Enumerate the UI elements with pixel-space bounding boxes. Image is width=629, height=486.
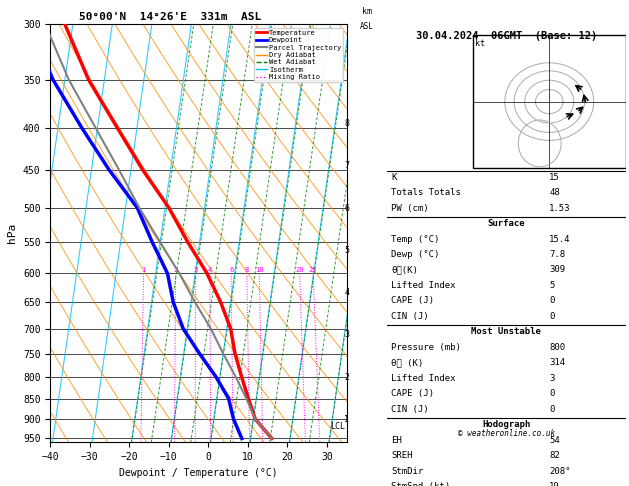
Text: 10: 10 xyxy=(255,267,264,273)
Text: 208°: 208° xyxy=(549,467,571,475)
Text: 48: 48 xyxy=(549,188,560,197)
X-axis label: Dewpoint / Temperature (°C): Dewpoint / Temperature (°C) xyxy=(119,468,278,478)
Text: CIN (J): CIN (J) xyxy=(391,312,429,321)
Text: CAPE (J): CAPE (J) xyxy=(391,296,434,305)
Y-axis label: hPa: hPa xyxy=(8,223,18,243)
Text: km: km xyxy=(362,7,372,16)
Text: 25: 25 xyxy=(309,267,318,273)
Text: 2: 2 xyxy=(174,267,177,273)
Text: Totals Totals: Totals Totals xyxy=(391,188,461,197)
Text: PW (cm): PW (cm) xyxy=(391,204,429,212)
Text: K: K xyxy=(391,173,397,182)
Text: 800: 800 xyxy=(549,343,565,352)
Text: Most Unstable: Most Unstable xyxy=(471,328,541,336)
Text: θᴇ(K): θᴇ(K) xyxy=(391,265,418,275)
Text: 5: 5 xyxy=(344,246,349,255)
Text: EH: EH xyxy=(391,435,402,445)
Text: LCL: LCL xyxy=(330,422,345,432)
Text: 30.04.2024  06GMT  (Base: 12): 30.04.2024 06GMT (Base: 12) xyxy=(416,31,597,40)
Text: 50°00'N  14°26'E  331m  ASL: 50°00'N 14°26'E 331m ASL xyxy=(79,12,261,22)
Text: 3: 3 xyxy=(549,374,555,382)
Text: 6: 6 xyxy=(344,204,349,212)
Text: 314: 314 xyxy=(549,358,565,367)
Text: 6: 6 xyxy=(229,267,233,273)
Text: 2: 2 xyxy=(344,373,349,382)
Text: © weatheronline.co.uk: © weatheronline.co.uk xyxy=(458,429,555,438)
Text: StmDir: StmDir xyxy=(391,467,423,475)
Text: 1: 1 xyxy=(142,267,146,273)
Text: 3: 3 xyxy=(193,267,198,273)
Text: 0: 0 xyxy=(549,405,555,414)
Text: kt: kt xyxy=(475,39,485,48)
Text: CIN (J): CIN (J) xyxy=(391,405,429,414)
Text: 1: 1 xyxy=(344,415,349,424)
Text: 5: 5 xyxy=(549,281,555,290)
Text: 0: 0 xyxy=(549,312,555,321)
Text: ASL: ASL xyxy=(360,21,374,31)
Text: θᴇ (K): θᴇ (K) xyxy=(391,358,423,367)
Text: 0: 0 xyxy=(549,389,555,398)
Text: Pressure (mb): Pressure (mb) xyxy=(391,343,461,352)
Legend: Temperature, Dewpoint, Parcel Trajectory, Dry Adiabat, Wet Adiabat, Isotherm, Mi: Temperature, Dewpoint, Parcel Trajectory… xyxy=(254,28,343,82)
Text: Dewp (°C): Dewp (°C) xyxy=(391,250,440,259)
Text: 82: 82 xyxy=(549,451,560,460)
Text: 15.4: 15.4 xyxy=(549,235,571,243)
Text: 1.53: 1.53 xyxy=(549,204,571,212)
Text: 309: 309 xyxy=(549,265,565,275)
Text: 54: 54 xyxy=(549,435,560,445)
Text: SREH: SREH xyxy=(391,451,413,460)
Text: 8: 8 xyxy=(344,119,349,128)
Text: 4: 4 xyxy=(208,267,212,273)
Text: 15: 15 xyxy=(549,173,560,182)
Text: 3: 3 xyxy=(344,330,349,339)
Text: Surface: Surface xyxy=(487,219,525,228)
Text: Lifted Index: Lifted Index xyxy=(391,281,456,290)
Text: StmSpd (kt): StmSpd (kt) xyxy=(391,482,450,486)
Text: 4: 4 xyxy=(344,288,349,297)
Text: Hodograph: Hodograph xyxy=(482,420,530,429)
Bar xyxy=(472,35,626,169)
Text: 20: 20 xyxy=(296,267,304,273)
Text: Temp (°C): Temp (°C) xyxy=(391,235,440,243)
Text: 19: 19 xyxy=(549,482,560,486)
Text: 7: 7 xyxy=(344,161,349,170)
Text: Lifted Index: Lifted Index xyxy=(391,374,456,382)
Text: 0: 0 xyxy=(549,296,555,305)
Text: 8: 8 xyxy=(245,267,249,273)
Text: CAPE (J): CAPE (J) xyxy=(391,389,434,398)
Text: 7.8: 7.8 xyxy=(549,250,565,259)
